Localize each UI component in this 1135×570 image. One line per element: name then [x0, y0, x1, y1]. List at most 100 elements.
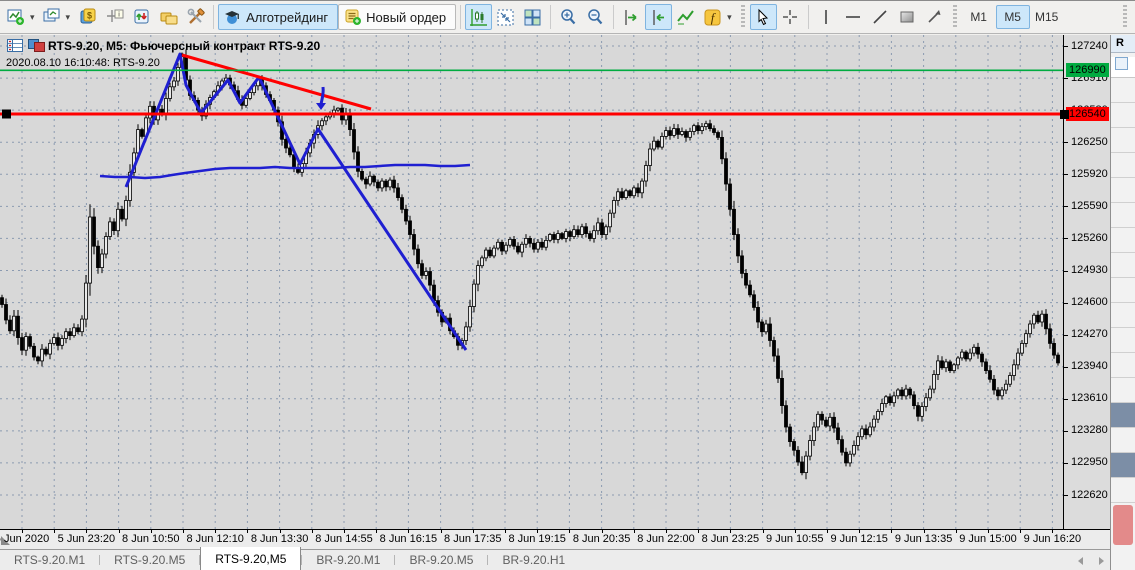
new-chart-icon [7, 9, 24, 25]
candlestick-chart-button[interactable] [465, 4, 493, 30]
background-window[interactable]: R [1110, 35, 1135, 570]
vertical-line-tool-button[interactable] [813, 4, 840, 30]
open-folder-button[interactable] [155, 4, 182, 30]
line-anchor-left[interactable] [2, 109, 11, 119]
tools-button[interactable] [182, 4, 209, 30]
time-tick-mark [1020, 530, 1022, 533]
tab-separator [99, 555, 101, 565]
rectangle-tool-button[interactable] [894, 4, 921, 30]
time-tick-label: 8 Jun 23:25 [701, 533, 760, 545]
chart-tab-BR-9.20.M1[interactable]: BR-9.20.M1 [316, 553, 381, 567]
crosshair-data-button[interactable]: i [101, 4, 128, 30]
chevron-down-icon: ▾ [727, 11, 732, 22]
price-tick-mark [1064, 174, 1068, 176]
svg-text:$: $ [87, 11, 92, 21]
chart-corner-icons [7, 39, 45, 52]
time-tick-label: 9 Jun 16:20 [1023, 533, 1082, 545]
market-depth-button[interactable] [128, 4, 155, 30]
background-window-scroll [1113, 505, 1133, 545]
chart-profiles-icon [43, 8, 60, 22]
open-folder-icon [160, 12, 178, 25]
line-anchor-right[interactable] [1060, 109, 1069, 119]
chart-window-fit-button[interactable] [492, 4, 519, 30]
crosshair-data-icon: i [106, 9, 124, 22]
time-tick-mark [22, 530, 23, 533]
candlestick-chart-icon [470, 8, 488, 26]
chart-tab-bar: RTS-9.20.M1 RTS-9.20.M5 RTS-9.20,M5 BR-9.20… [0, 547, 1110, 570]
timeframe-m15-button[interactable]: M15 [1034, 10, 1059, 24]
candlestick-plot[interactable] [0, 35, 1063, 529]
price-tick-mark [1064, 366, 1068, 368]
time-tick-mark [183, 530, 184, 533]
new-chart-button[interactable]: ▾ [3, 4, 39, 30]
time-tick-mark [215, 530, 217, 533]
time-tick-label: 9 Jun 12:15 [830, 533, 888, 545]
down-arrow-drawing[interactable] [316, 86, 326, 110]
tile-windows-button[interactable] [519, 4, 546, 30]
time-tick-mark [376, 530, 378, 533]
tab-scroll-right-icon[interactable] [1099, 557, 1104, 565]
svg-text:f: f [711, 10, 717, 25]
chart-tab-RTS-9.20.M5[interactable]: RTS-9.20.M5 [114, 553, 186, 567]
cursor-button[interactable] [749, 4, 777, 30]
time-tick-mark [311, 530, 313, 533]
time-tick-label: 8 Jun 13:30 [250, 533, 309, 545]
algo-trading-button[interactable]: Алготрейдинг [218, 4, 339, 30]
chart-tab-BR-9.20.H1[interactable]: BR-9.20.H1 [502, 553, 566, 567]
crosshair-tool-button[interactable] [777, 4, 804, 30]
moving-average-line[interactable] [99, 163, 471, 180]
chart-profiles-button[interactable]: ▾ [39, 4, 75, 30]
price-tick-mark [1064, 302, 1068, 304]
vertical-line-icon [825, 10, 827, 24]
time-tick-label: 8 Jun 17:35 [444, 533, 502, 545]
price-axis[interactable]: 1272401269101265801262501259201255901252… [1060, 35, 1110, 529]
indicators-button[interactable] [672, 4, 699, 30]
rectangle-icon [900, 11, 914, 23]
tile-windows-icon [524, 9, 541, 25]
tab-scroll-left-icon[interactable] [1078, 557, 1083, 565]
depth-of-market-icon[interactable] [7, 39, 23, 52]
price-tick-label: 124600 [1071, 296, 1108, 309]
time-tick-mark [344, 530, 345, 533]
price-tick-mark [1064, 46, 1068, 47]
red-trendline[interactable] [181, 53, 372, 111]
zoom-out-button[interactable] [582, 4, 609, 30]
timeframe-m1-button[interactable]: M1 [970, 10, 987, 24]
zoom-in-button[interactable] [555, 4, 582, 30]
cursor-icon [758, 8, 769, 26]
chart-tab-RTS-9.20,M5[interactable]: RTS-9.20,M5 [200, 547, 302, 570]
arrow-tool-icon [928, 10, 941, 23]
new-order-button[interactable]: Новый ордер [338, 4, 457, 30]
zoom-in-icon [561, 8, 576, 24]
arrow-tool-button[interactable] [921, 4, 948, 30]
new-order-label: Новый ордер [366, 9, 447, 25]
green-price-badge: 126990 [1066, 63, 1109, 78]
chart-title: RTS-9.20, M5: Фьючерсный контракт RTS-9.… [48, 39, 321, 53]
horizontal-line-tool-button[interactable] [840, 4, 867, 30]
chart-tab-RTS-9.20.M1[interactable]: RTS-9.20.M1 [14, 553, 86, 567]
accounts-button[interactable]: $ [74, 4, 101, 30]
trend-line-tool-button[interactable] [867, 4, 894, 30]
time-tick-mark [601, 530, 603, 533]
time-tick-mark [279, 530, 281, 533]
function-button[interactable]: f ▾ [699, 4, 736, 30]
toolbar-gripper [1123, 5, 1127, 29]
one-click-trading-icon[interactable] [28, 39, 45, 52]
auto-scroll-button[interactable] [618, 4, 645, 30]
price-tick-label: 123280 [1071, 424, 1108, 437]
time-tick-mark [698, 530, 700, 533]
price-tick-mark [1064, 206, 1068, 208]
time-tick-mark [730, 530, 732, 533]
time-tick-mark [827, 530, 828, 533]
price-tick-label: 125260 [1071, 231, 1108, 244]
price-tick-label: 124270 [1071, 328, 1108, 341]
zigzag-drawing[interactable] [124, 52, 468, 351]
timeframe-m5-button[interactable]: M5 [995, 5, 1030, 29]
trend-line-icon [873, 10, 887, 24]
chart-tab-BR-9.20.M5[interactable]: BR-9.20.M5 [409, 553, 474, 567]
time-tick-mark [859, 530, 861, 533]
chart-shift-button[interactable] [645, 4, 673, 30]
time-tick-mark [666, 530, 667, 533]
price-tick-label: 126250 [1071, 135, 1108, 148]
time-axis[interactable]: 5 Jun 2020 5 Jun 23:20 8 Jun 10:50 8 Jun 12… [0, 529, 1110, 549]
